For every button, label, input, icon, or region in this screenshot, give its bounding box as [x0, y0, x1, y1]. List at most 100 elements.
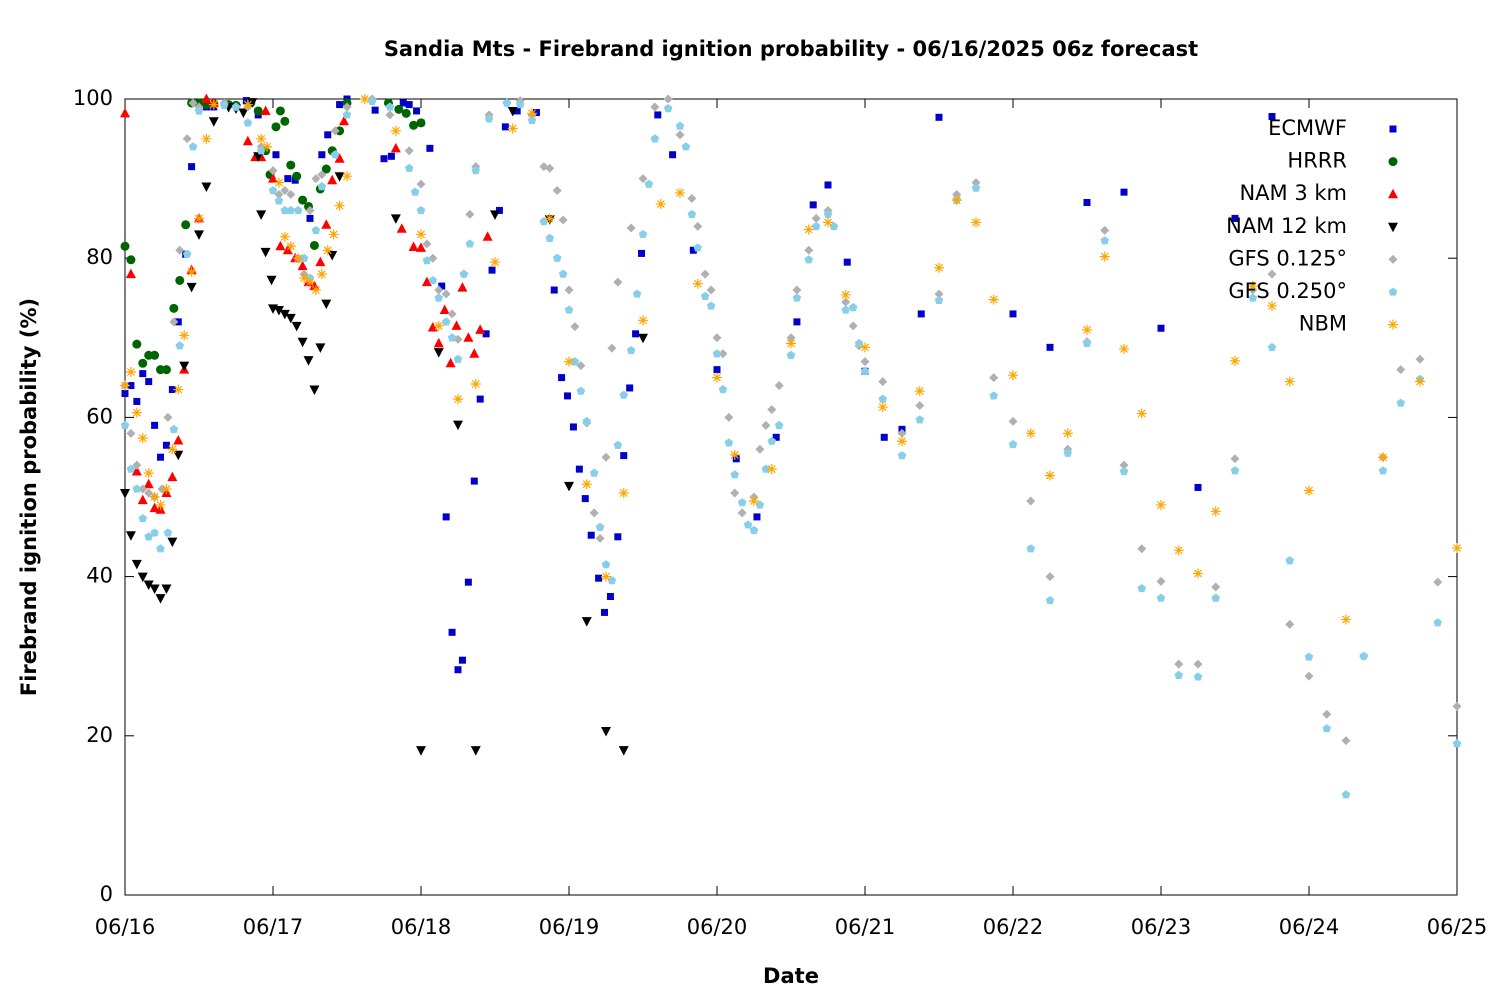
point [860, 357, 870, 367]
point [1322, 709, 1332, 719]
point [1156, 499, 1166, 510]
point [342, 171, 352, 182]
point [1396, 398, 1406, 407]
y-axis-label: Firebrand ignition probability (%) [17, 298, 41, 696]
point [1359, 651, 1369, 660]
point [613, 440, 623, 449]
point [601, 571, 611, 582]
point [700, 291, 710, 301]
legend-label: HRRR [1287, 149, 1347, 173]
point [186, 282, 197, 293]
point [451, 320, 462, 330]
point [877, 402, 888, 413]
point [279, 309, 290, 320]
point [724, 438, 734, 447]
point [1136, 408, 1147, 419]
point [841, 305, 851, 314]
point [1210, 506, 1221, 517]
point [321, 219, 332, 229]
point [753, 513, 761, 521]
point [589, 468, 599, 477]
point [1083, 198, 1091, 206]
point [614, 533, 622, 541]
point [1341, 790, 1351, 799]
point [169, 424, 179, 433]
point [175, 245, 185, 255]
point [318, 151, 326, 159]
point [201, 93, 212, 103]
point [743, 520, 753, 529]
point [712, 349, 722, 358]
point [1304, 652, 1314, 661]
point [811, 213, 821, 223]
point [273, 177, 284, 188]
point [545, 233, 555, 242]
point [262, 141, 273, 152]
point [169, 317, 179, 327]
point [620, 452, 628, 460]
point [570, 357, 580, 366]
point [971, 217, 981, 228]
point [194, 106, 204, 115]
point [1284, 376, 1295, 387]
point [167, 537, 178, 548]
point [1415, 376, 1425, 387]
point [126, 464, 136, 473]
point [271, 122, 281, 132]
legend-marker [1388, 287, 1398, 296]
point [188, 98, 198, 108]
point [1009, 310, 1017, 318]
x-tick-label: 06/24 [1279, 915, 1340, 939]
point [339, 115, 350, 126]
point [1193, 672, 1203, 681]
point [401, 108, 411, 118]
point [305, 205, 315, 215]
point [186, 266, 197, 277]
point [1119, 460, 1129, 470]
point [175, 341, 185, 350]
x-tick-label: 06/22 [983, 915, 1044, 939]
point [321, 299, 332, 310]
point [390, 142, 401, 153]
point [380, 155, 388, 163]
point [175, 275, 185, 285]
point [434, 285, 444, 295]
point [687, 209, 697, 219]
point [663, 104, 673, 113]
point [121, 390, 129, 398]
point [280, 205, 290, 215]
point [387, 152, 395, 160]
point [133, 397, 141, 405]
point [173, 384, 184, 395]
y-tick-label: 0 [100, 882, 113, 906]
legend-label: NAM 3 km [1239, 181, 1347, 205]
point [675, 130, 685, 140]
point [247, 98, 258, 108]
point [689, 246, 697, 254]
point [558, 374, 566, 382]
point [803, 224, 814, 235]
point [1230, 466, 1240, 475]
point [441, 289, 451, 299]
point [173, 450, 184, 461]
point [693, 243, 703, 252]
point [120, 489, 130, 499]
point [638, 315, 648, 326]
point [132, 339, 142, 349]
point [595, 522, 605, 531]
point [310, 285, 321, 296]
point [243, 118, 253, 127]
point [552, 253, 562, 262]
point [729, 449, 740, 460]
point [268, 166, 278, 176]
point [149, 492, 160, 502]
point [632, 289, 642, 298]
point [275, 240, 286, 251]
point [793, 318, 801, 326]
point [1063, 448, 1073, 457]
point [311, 225, 321, 234]
point [601, 452, 611, 462]
point [394, 104, 404, 114]
point [823, 209, 833, 219]
point [1156, 593, 1166, 602]
